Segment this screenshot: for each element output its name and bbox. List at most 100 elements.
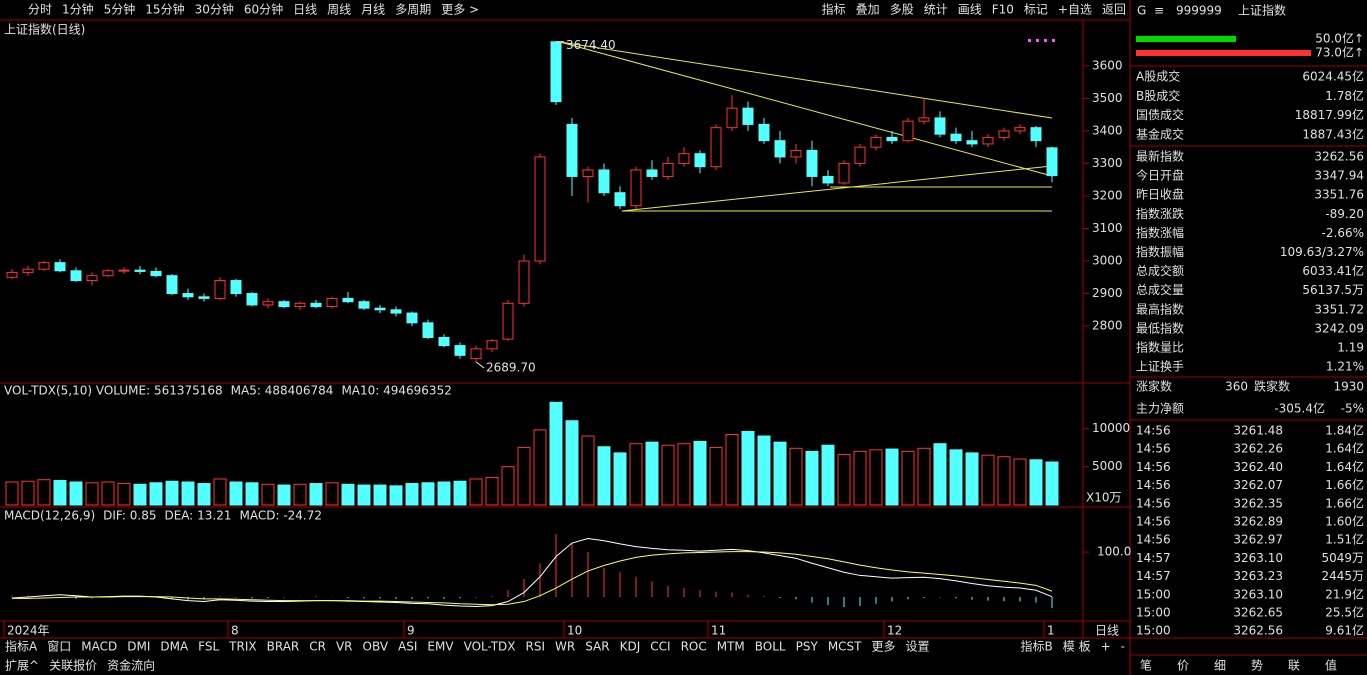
- toolbar-tab[interactable]: 周线: [327, 3, 351, 17]
- tick-volume: 25.5亿: [1325, 605, 1364, 620]
- trend-line: [559, 41, 1053, 119]
- candle-body: [118, 269, 130, 272]
- panel-tab[interactable]: 势: [1251, 659, 1263, 673]
- toolbar-tab[interactable]: 多周期: [395, 3, 431, 17]
- panel-tab[interactable]: 笔: [1140, 658, 1152, 673]
- toolbar-button[interactable]: 统计: [924, 3, 948, 17]
- indicator-tab[interactable]: ASI: [398, 640, 417, 654]
- indicator-tab[interactable]: CR: [309, 640, 326, 654]
- toolbar-tab[interactable]: 分时: [28, 3, 52, 17]
- toolbar-tab[interactable]: 60分钟: [244, 2, 283, 17]
- toolbar-button[interactable]: F10: [992, 3, 1014, 17]
- candle-body: [150, 270, 162, 277]
- tick-time: 14:56: [1136, 442, 1171, 456]
- x-tick-label: 2024年: [7, 624, 50, 638]
- volume-bar: [741, 430, 755, 506]
- volume-bar: [437, 481, 451, 506]
- toolbar-button[interactable]: 指标: [822, 2, 846, 17]
- indicator-button[interactable]: -: [1121, 640, 1125, 654]
- toolbar-button[interactable]: 返回: [1102, 3, 1126, 17]
- indicator-tab[interactable]: 更多: [872, 640, 896, 654]
- toolbar-tab[interactable]: 1分钟: [62, 2, 94, 17]
- toolbar-button[interactable]: 叠加: [856, 3, 880, 17]
- volume-bar: [485, 476, 499, 506]
- candle-body: [470, 348, 482, 360]
- toolbar-tab[interactable]: 更多 >: [441, 3, 479, 17]
- volume-bar: [901, 450, 915, 506]
- toolbar-button[interactable]: 标记: [1024, 3, 1048, 17]
- indicator-tab[interactable]: 窗口: [47, 640, 71, 654]
- candle-body: [598, 169, 610, 194]
- volume-bar: [581, 435, 595, 506]
- panel-tab[interactable]: 联: [1288, 659, 1300, 673]
- volume-bar: [709, 447, 723, 506]
- indicator-button[interactable]: 指标B: [1021, 639, 1053, 654]
- stat-label: 指数振幅: [1136, 244, 1184, 259]
- toolbar-button[interactable]: +自选: [1058, 3, 1092, 17]
- stat-value: 109.63/3.27%: [1280, 245, 1364, 259]
- link-tab[interactable]: 资金流向: [107, 658, 155, 673]
- indicator-tab[interactable]: 指标A: [5, 639, 38, 654]
- macd-header: DEA: 13.21: [164, 509, 231, 523]
- indicator-tab[interactable]: PSY: [796, 640, 819, 654]
- indicator-tab[interactable]: MTM: [717, 640, 745, 654]
- candle-body: [582, 169, 594, 177]
- toolbar-tab[interactable]: 15分钟: [145, 2, 184, 17]
- toolbar-tab[interactable]: 5分钟: [104, 2, 136, 17]
- toolbar-tab[interactable]: 月线: [361, 3, 385, 17]
- indicator-button[interactable]: +: [1101, 640, 1111, 654]
- indicator-tab[interactable]: 设置: [906, 640, 930, 654]
- indicator-tab[interactable]: BOLL: [755, 640, 786, 654]
- indicator-tab[interactable]: SAR: [585, 640, 609, 654]
- indicator-tab[interactable]: ROC: [681, 640, 707, 654]
- panel-tab[interactable]: 细: [1214, 659, 1226, 673]
- candle-body: [790, 149, 802, 158]
- candle-body: [406, 312, 418, 324]
- volume-unit: X10万: [1086, 491, 1122, 505]
- indicator-tab[interactable]: WR: [555, 640, 575, 654]
- link-tab[interactable]: 扩展^: [5, 659, 39, 673]
- toolbar-tab[interactable]: 日线: [293, 3, 317, 17]
- candle-body: [342, 297, 354, 303]
- indicator-tab[interactable]: VOL-TDX: [464, 640, 516, 654]
- candle-body: [214, 280, 226, 299]
- flow-bar: [1136, 36, 1236, 42]
- indicator-tab[interactable]: MCST: [828, 640, 862, 654]
- y-tick-label: 3100: [1092, 221, 1123, 235]
- net-pct: -5%: [1341, 402, 1364, 416]
- panel-tab[interactable]: 价: [1177, 659, 1189, 673]
- stat-value: 3351.72: [1314, 302, 1364, 316]
- indicator-tab[interactable]: RSI: [526, 640, 546, 654]
- indicator-tab[interactable]: DMA: [160, 640, 189, 654]
- volume-bar: [821, 444, 835, 506]
- volume-bar: [197, 483, 211, 506]
- indicator-button[interactable]: 模 板: [1063, 640, 1091, 654]
- stat-value: 3242.09: [1314, 321, 1364, 335]
- panel-tab[interactable]: 值: [1325, 658, 1337, 673]
- volume-header: MA10: 494696352: [341, 384, 451, 398]
- indicator-tab[interactable]: EMV: [427, 640, 454, 654]
- indicator-tab[interactable]: VR: [336, 640, 353, 654]
- indicator-tab[interactable]: FSL: [198, 640, 219, 654]
- tick-time: 14:57: [1136, 569, 1171, 583]
- candle-body: [726, 107, 738, 129]
- indicator-tab[interactable]: DMI: [127, 640, 150, 654]
- candle-body: [390, 309, 402, 314]
- candle-body: [310, 302, 322, 308]
- macd-header: MACD(12,26,9): [4, 509, 95, 523]
- stat-label: 今日开盘: [1136, 168, 1184, 183]
- toolbar-button[interactable]: 多股: [890, 3, 914, 17]
- stat-value: 6024.45亿: [1302, 69, 1364, 84]
- candle-body: [662, 162, 674, 177]
- indicator-tab[interactable]: BRAR: [267, 640, 300, 654]
- indicator-tab[interactable]: OBV: [363, 640, 389, 654]
- volume-bar: [277, 484, 291, 506]
- toolbar-tab[interactable]: 30分钟: [195, 2, 234, 17]
- indicator-tab[interactable]: TRIX: [228, 640, 256, 654]
- indicator-tab[interactable]: MACD: [81, 640, 117, 654]
- indicator-tab[interactable]: KDJ: [620, 640, 641, 654]
- indicator-tab[interactable]: CCI: [650, 640, 670, 654]
- link-tab[interactable]: 关联报价: [49, 658, 97, 673]
- toolbar-button[interactable]: 画线: [958, 3, 982, 17]
- volume-bar: [181, 481, 195, 506]
